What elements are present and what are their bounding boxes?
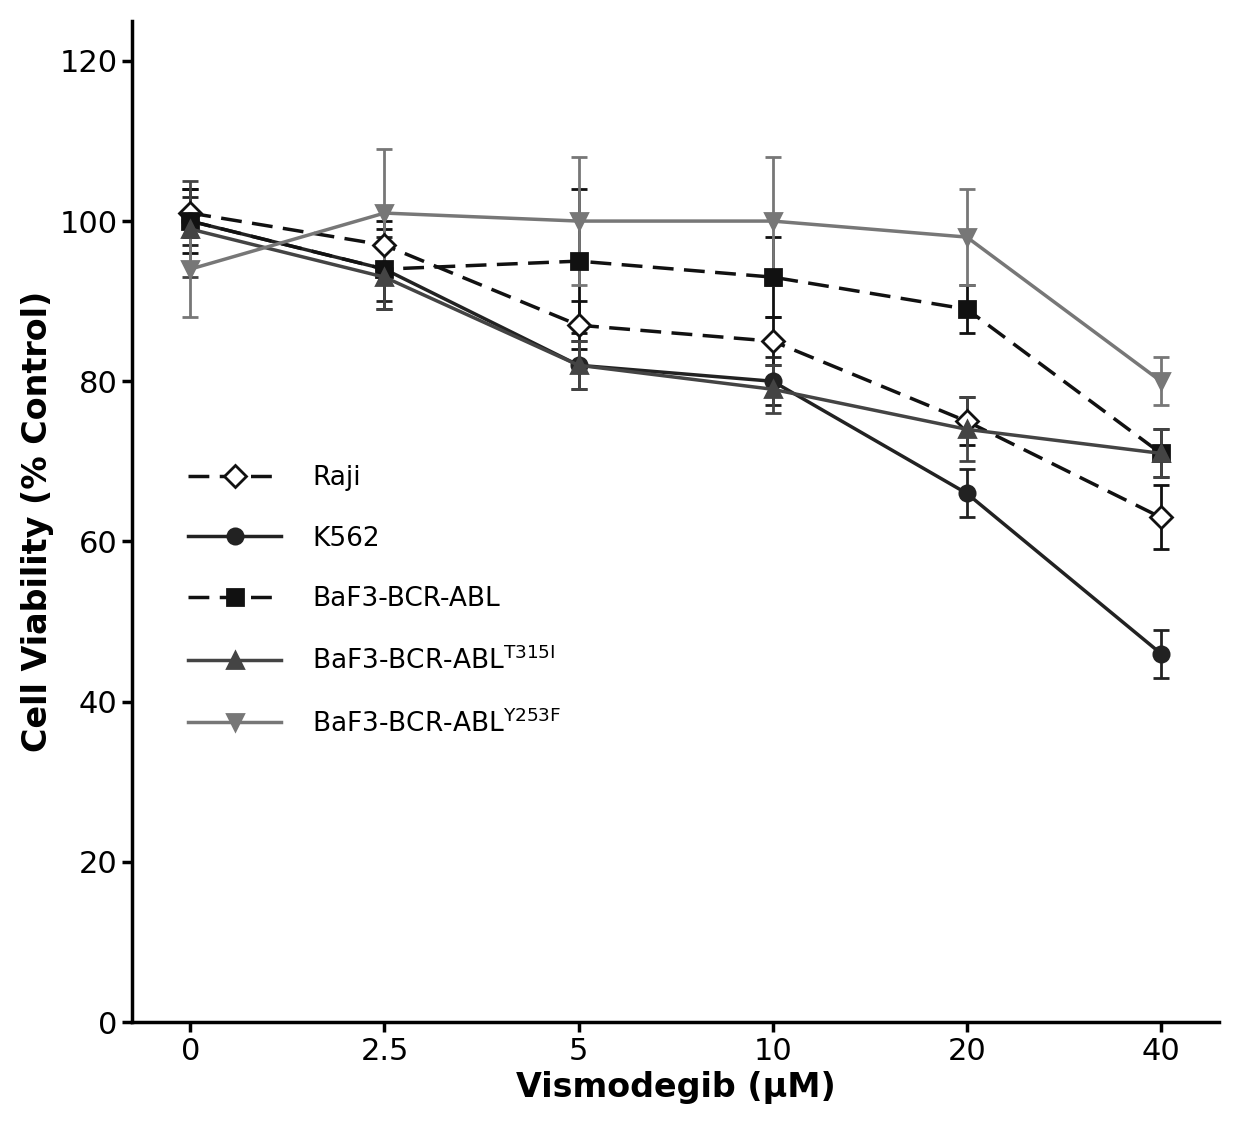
Y-axis label: Cell Viability (% Control): Cell Viability (% Control)	[21, 290, 53, 752]
Legend: Raji, K562, BaF3-BCR-ABL, BaF3-BCR-ABL$^{\mathregular{T315I}}$, BaF3-BCR-ABL$^{\: Raji, K562, BaF3-BCR-ABL, BaF3-BCR-ABL$^…	[177, 455, 573, 748]
X-axis label: Vismodegib (μM): Vismodegib (μM)	[516, 1071, 836, 1104]
